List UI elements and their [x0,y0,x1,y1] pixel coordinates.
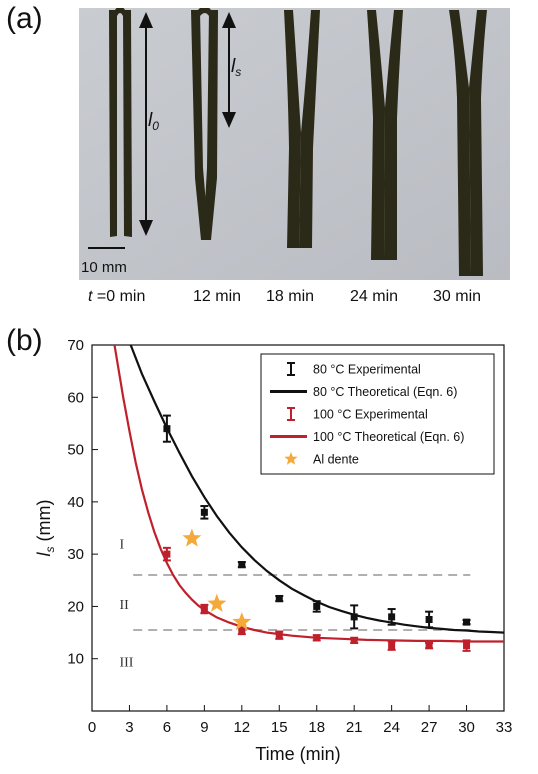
y-axis-title: ls (mm) [34,500,57,557]
y-tick-label: 40 [67,494,84,511]
data-point [388,613,396,621]
legend-label: 100 °C Theoretical (Eqn. 6) [313,430,464,444]
al-dente-star [182,528,202,547]
x-tick-label: 27 [421,719,438,736]
theory-curve [113,345,504,643]
data-point [388,642,396,650]
data-point [275,631,283,639]
time-label-24: 24 min [350,288,399,305]
x-tick-label: 33 [496,719,513,736]
strand-18min [284,10,320,248]
x-axis-title: Time (min) [255,744,340,764]
x-tick-label: 9 [200,719,208,736]
x-tick-label: 3 [125,719,133,736]
l0-arrow [139,12,153,236]
legend-label: Al dente [313,453,359,467]
y-tick-label: 70 [67,337,84,354]
strand-t0 [109,6,132,237]
ls-label: ls [231,56,241,79]
strand-12min [191,6,218,240]
data-point [163,550,171,558]
scale-bar-label: 10 mm [81,259,127,276]
ls-arrow [222,12,236,128]
spaghetti-photo: l0 ls 10 mm [79,6,510,280]
y-axis: 10 20 30 40 50 60 70 [67,337,98,668]
region-label: I [119,538,124,553]
legend-label: 100 °C Experimental [313,408,428,422]
data-point [238,626,246,634]
data-points [162,414,471,652]
x-tick-label: 24 [383,719,400,736]
panel-a-label: (a) [6,2,43,35]
y-tick-label: 10 [67,651,84,668]
photo-drawing: l0 ls 10 mm [79,6,510,280]
data-point [163,425,171,433]
x-tick-label: 18 [308,719,325,736]
panel-b-label: (b) [6,324,43,357]
x-tick-label: 0 [88,719,96,736]
x-axis: 0 3 6 9 12 15 18 21 24 27 30 33 [88,705,513,736]
strand-24min [367,10,403,260]
data-point [200,508,208,516]
time-label-12: 12 min [193,288,242,305]
legend: 80 °C Experimental 80 °C Theoretical (Eqn… [260,353,495,475]
y-tick-label: 20 [67,598,84,615]
data-point [425,616,433,623]
data-point [200,605,208,613]
x-tick-label: 6 [163,719,171,736]
legend-swatch [284,452,298,465]
data-point [463,618,471,626]
legend-label: 80 °C Experimental [313,363,421,377]
region-label: II [119,598,129,613]
data-point [350,636,358,644]
x-tick-label: 30 [458,719,475,736]
data-point [463,642,471,650]
data-point [313,634,321,642]
data-point [313,602,321,610]
x-tick-label: 15 [271,719,288,736]
al-dente-star [207,593,227,612]
y-tick-label: 50 [67,442,84,459]
data-point [425,642,433,650]
region-label: III [119,655,133,670]
data-point [350,613,358,621]
reference-lines [133,574,471,631]
time-label-18: 18 min [266,288,315,305]
time-label-30: 30 min [433,288,482,305]
plot-frame [91,344,505,712]
x-tick-label: 12 [233,719,250,736]
data-point [238,561,246,569]
y-tick-label: 30 [67,546,84,563]
time-label-0: t =0 min [88,288,146,305]
x-tick-label: 21 [346,719,363,736]
al-dente-star [232,612,252,631]
data-point [275,595,283,603]
legend-label: 80 °C Theoretical (Eqn. 6) [313,385,457,399]
l0-label: l0 [148,110,159,133]
y-tick-label: 60 [67,389,84,406]
strand-30min [449,10,487,276]
